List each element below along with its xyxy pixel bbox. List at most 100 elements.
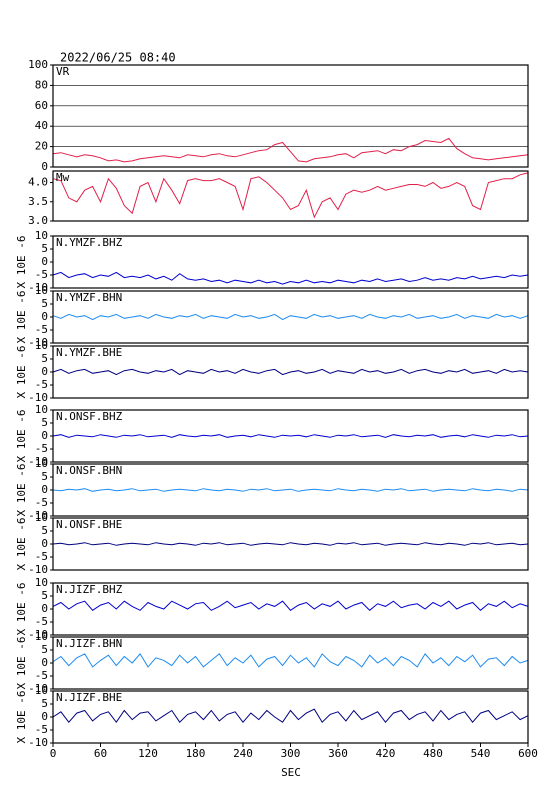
series-label: N.ONSF.BHE (56, 518, 122, 531)
panel-frame (52, 409, 529, 463)
y-tick-label: 10 (35, 684, 48, 697)
panel-frame (52, 582, 529, 636)
y-tick-label: 0 (41, 483, 48, 496)
y-tick-label: 3.0 (28, 214, 48, 227)
y-tick-label: -5 (35, 323, 48, 336)
y-tick-label: 60 (35, 99, 48, 112)
y-tick-label: 40 (35, 119, 48, 132)
y-tick-label: 10 (35, 339, 48, 352)
panel-frame (52, 636, 529, 690)
trace (52, 172, 529, 219)
y-tick-label: 10 (35, 229, 48, 242)
y-tick-label: -5 (35, 268, 48, 281)
y-tick-label: 0 (41, 602, 48, 615)
panel-frame (52, 690, 529, 744)
x-tick-label: 60 (94, 747, 107, 760)
y-tick-label: 80 (35, 78, 48, 91)
y-tick-label: -10 (28, 281, 48, 294)
y-tick-label: -5 (35, 442, 48, 455)
y-tick-label: 5 (41, 524, 48, 537)
x-tick-label: 480 (423, 747, 443, 760)
x-tick-label: 240 (233, 747, 253, 760)
y-tick-label: 0 (41, 537, 48, 550)
y-tick-label: 10 (35, 457, 48, 470)
panel-frame (52, 235, 529, 289)
y-tick-label: -5 (35, 615, 48, 628)
trace (52, 600, 529, 611)
y-tick-label: 5 (41, 643, 48, 656)
series-label: N.YMZF.BHN (56, 291, 122, 304)
x-tick-label: 180 (186, 747, 206, 760)
y-axis-label: X 10E -6 (15, 410, 28, 463)
trace (52, 434, 529, 438)
y-tick-label: 5 (41, 242, 48, 255)
y-tick-label: -10 (28, 682, 48, 695)
y-tick-label: -5 (35, 669, 48, 682)
y-tick-label: 5 (41, 697, 48, 710)
x-tick-label: 600 (518, 747, 538, 760)
y-axis-label: X 10E -6 (15, 583, 28, 636)
y-tick-label: -5 (35, 550, 48, 563)
x-tick-label: 120 (138, 747, 158, 760)
y-tick-label: 4.0 (28, 176, 48, 189)
y-tick-label: 0 (41, 710, 48, 723)
y-tick-label: 10 (35, 511, 48, 524)
x-tick-label: 300 (281, 747, 301, 760)
y-tick-label: -10 (28, 455, 48, 468)
y-tick-label: 3.5 (28, 195, 48, 208)
y-tick-label: -10 (28, 391, 48, 404)
y-tick-label: 5 (41, 470, 48, 483)
series-label: Mw (56, 171, 70, 184)
series-label: N.ONSF.BHN (56, 464, 122, 477)
y-tick-label: 5 (41, 297, 48, 310)
y-tick-label: 20 (35, 140, 48, 153)
y-axis-label: X 10E -6 (15, 637, 28, 690)
y-tick-label: 0 (41, 255, 48, 268)
series-label: N.YMZF.BHZ (56, 236, 123, 249)
y-tick-label: 0 (41, 656, 48, 669)
y-tick-label: 100 (28, 58, 48, 71)
trace (52, 313, 529, 321)
series-label: N.JIZF.BHZ (56, 583, 123, 596)
x-tick-label: 360 (328, 747, 348, 760)
trace (52, 137, 529, 163)
y-tick-label: -10 (28, 336, 48, 349)
y-axis-label: X 10E -6 (15, 691, 28, 744)
y-tick-label: -5 (35, 378, 48, 391)
series-label: N.JIZF.BHE (56, 691, 122, 704)
x-tick-label: 540 (471, 747, 491, 760)
y-tick-label: 5 (41, 589, 48, 602)
trace (52, 488, 529, 492)
series-label: N.YMZF.BHE (56, 346, 122, 359)
y-tick-label: 5 (41, 416, 48, 429)
series-label: N.ONSF.BHZ (56, 410, 123, 423)
y-tick-label: -10 (28, 736, 48, 749)
y-tick-label: 0 (41, 310, 48, 323)
trace (52, 708, 529, 724)
y-tick-label: 0 (41, 160, 48, 173)
y-tick-label: -10 (28, 628, 48, 641)
trace (52, 653, 529, 668)
y-tick-label: 0 (41, 429, 48, 442)
y-axis-label: X 10E -6 (15, 518, 28, 571)
y-tick-label: 0 (41, 365, 48, 378)
x-axis-label: SEC (281, 766, 301, 779)
y-tick-label: 10 (35, 284, 48, 297)
y-tick-label: 10 (35, 630, 48, 643)
x-tick-label: 420 (376, 747, 396, 760)
panel-frame (52, 463, 529, 517)
y-axis-label: X 10E -6 (15, 236, 28, 289)
panel-frame (52, 290, 529, 344)
y-tick-label: -10 (28, 509, 48, 522)
y-axis-label: X 10E -6 (15, 346, 28, 399)
y-tick-label: -10 (28, 563, 48, 576)
y-tick-label: 10 (35, 403, 48, 416)
chart-title: 2022/06/25 08:40 (60, 51, 176, 65)
series-label: N.JIZF.BHN (56, 637, 122, 650)
trace (52, 542, 529, 546)
y-tick-label: 10 (35, 576, 48, 589)
trace (52, 271, 529, 285)
y-tick-label: 5 (41, 352, 48, 365)
